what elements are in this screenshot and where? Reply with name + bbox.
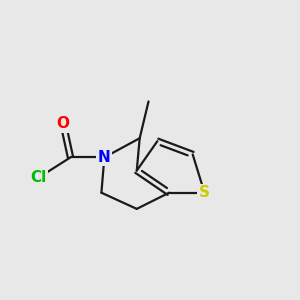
Text: Cl: Cl — [30, 170, 46, 185]
Text: O: O — [57, 116, 70, 131]
Text: S: S — [199, 185, 210, 200]
Text: N: N — [98, 150, 111, 165]
